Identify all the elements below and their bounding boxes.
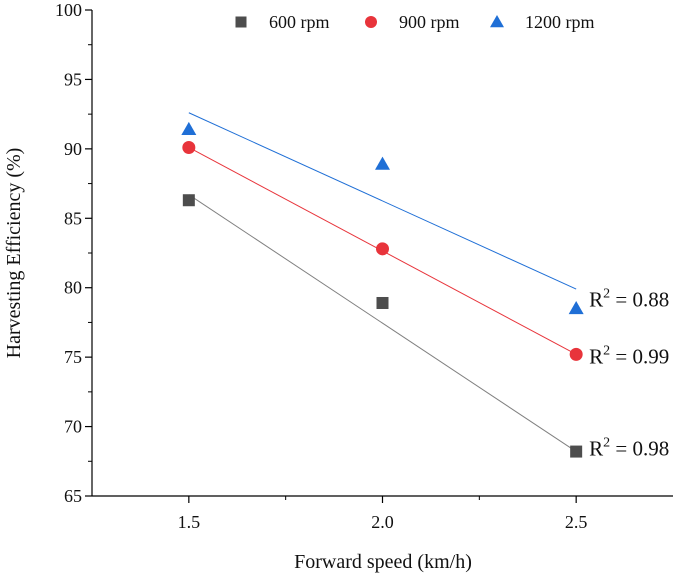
x-tick-label: 2.0	[371, 512, 394, 532]
y-tick-label: 85	[64, 208, 82, 228]
y-ticks: 65 70 75 80 85 90 95 100	[55, 0, 92, 506]
point-1200-rpm	[375, 156, 390, 170]
r2-labels: R2 = 0.98 R2 = 0.99 R2 = 0.88	[589, 287, 669, 461]
y-tick-label: 70	[64, 417, 82, 437]
y-tick-label: 65	[64, 486, 82, 506]
x-tick-label: 2.5	[565, 512, 588, 532]
x-ticks: 1.5 2.0 2.5	[178, 496, 588, 532]
point-1200-rpm	[568, 301, 584, 315]
r2-label-1200-rpm: R2 = 0.88	[589, 287, 669, 312]
y-axis-title: Harvesting Efficiency (%)	[3, 148, 25, 359]
data-markers	[181, 121, 584, 458]
legend-label-900-rpm: 900 rpm	[399, 12, 460, 32]
fit-line-1200-rpm	[188, 112, 577, 290]
y-tick-label: 90	[64, 139, 82, 159]
legend-marker-600-rpm	[235, 16, 247, 28]
point-900-rpm	[569, 347, 583, 361]
legend: 600 rpm 900 rpm 1200 rpm	[235, 12, 595, 32]
point-1200-rpm	[181, 121, 197, 136]
point-600-rpm	[182, 194, 195, 207]
point-600-rpm	[570, 445, 583, 458]
legend-marker-900-rpm	[365, 16, 377, 28]
legend-label-600-rpm: 600 rpm	[269, 12, 330, 32]
y-tick-label: 95	[64, 69, 82, 89]
x-axis-title: Forward speed (km/h)	[294, 551, 472, 573]
point-600-rpm	[376, 296, 389, 309]
r2-label-900-rpm: R2 = 0.99	[589, 343, 669, 368]
y-tick-label: 75	[64, 347, 82, 367]
r2-label-600-rpm: R2 = 0.98	[589, 436, 669, 461]
fit-line-600-rpm	[188, 194, 577, 452]
y-tick-label: 80	[64, 278, 82, 298]
y-tick-label: 100	[55, 0, 82, 20]
point-900-rpm	[182, 140, 196, 154]
x-tick-label: 1.5	[178, 512, 201, 532]
legend-marker-1200-rpm	[490, 15, 504, 28]
legend-label-1200-rpm: 1200 rpm	[525, 12, 595, 32]
point-900-rpm	[376, 242, 389, 256]
